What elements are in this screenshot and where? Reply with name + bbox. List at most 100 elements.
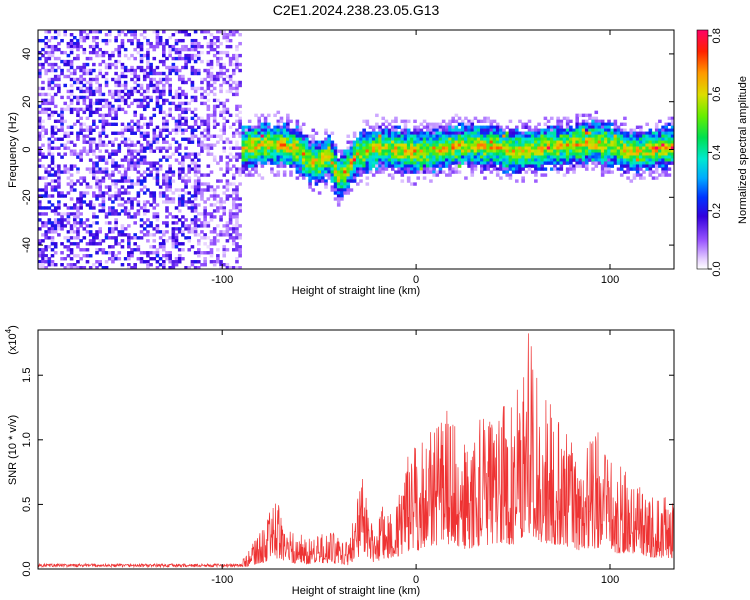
spectrogram-cell <box>181 194 185 198</box>
spectrogram-cell <box>524 152 529 156</box>
spectrogram-cell <box>613 149 618 153</box>
spectrogram-cell <box>117 47 122 52</box>
spectrogram-cell <box>212 191 217 195</box>
spectrogram-cell <box>38 50 42 55</box>
spectrogram-cell <box>212 41 217 46</box>
spectrogram-cell <box>104 38 109 43</box>
spectrogram-cell <box>495 173 500 177</box>
spectrogram-cell <box>177 248 182 252</box>
spectrogram-cell <box>448 164 452 168</box>
spectrogram-cell <box>553 149 557 153</box>
spectrogram-cell <box>38 266 42 270</box>
spectrogram-cell <box>546 149 551 153</box>
spectrogram-cell <box>619 155 624 159</box>
spectrogram-cell <box>359 152 363 156</box>
spectrogram-cell <box>489 119 494 124</box>
spectrogram-cell <box>356 146 360 150</box>
spectrogram-cell <box>635 158 640 162</box>
spectrogram-cell <box>57 170 61 174</box>
spectrogram-cell <box>190 125 195 129</box>
spectrogram-cell <box>47 107 52 112</box>
spectrogram-cell <box>505 158 510 162</box>
spectrogram-cell <box>92 206 96 210</box>
spectrogram-cell <box>111 251 115 255</box>
spectrogram-cell <box>177 161 182 165</box>
spectrogram-cell <box>581 164 586 168</box>
spectrogram-cell <box>171 170 176 174</box>
spectrogram-cell <box>270 143 274 147</box>
spectrogram-cell <box>251 143 255 147</box>
spectrogram-cell <box>120 245 125 249</box>
spectrogram-cell <box>187 152 192 156</box>
spectrogram-cell <box>375 113 379 118</box>
spectrogram-cell <box>489 137 494 141</box>
spectrogram-cell <box>193 122 198 126</box>
spectrogram-cell <box>569 149 573 153</box>
spectrogram-cell <box>308 140 312 144</box>
spectrogram-cell <box>502 152 506 156</box>
spectrogram-cell <box>619 140 624 144</box>
spectrogram-cell <box>47 98 52 103</box>
spectrogram-cell <box>327 173 331 177</box>
spectrogram-cell <box>448 146 452 150</box>
spectrogram-cell <box>92 101 96 106</box>
spectrogram-cell <box>190 95 195 100</box>
spectrogram-cell <box>349 176 354 180</box>
spectrogram-cell <box>282 122 287 126</box>
spectrogram-cell <box>107 152 112 156</box>
spectrogram-cell <box>41 248 45 252</box>
spectrogram-cell <box>228 221 233 225</box>
spectrogram-cell <box>282 149 287 153</box>
spectrogram-cell <box>114 164 118 168</box>
spectrogram-cell <box>327 170 331 174</box>
spectrogram-cell <box>276 158 281 162</box>
spectrogram-cell <box>594 143 599 147</box>
spectrogram-cell <box>276 149 281 153</box>
spectrogram-cell <box>146 200 150 204</box>
spectrogram-cell <box>565 146 570 150</box>
spectrogram-cell <box>117 164 122 168</box>
spectrogram-cell <box>82 146 87 150</box>
spectrogram-cell <box>203 263 207 267</box>
spectrogram-cell <box>534 164 538 168</box>
spectrogram-cell <box>231 146 236 150</box>
spectrogram-cell <box>572 164 576 168</box>
spectrogram-cell <box>400 164 405 168</box>
spectrogram-cell <box>470 152 475 156</box>
spectrogram-cell <box>165 224 169 228</box>
spectrogram-cell <box>241 134 246 138</box>
spectrogram-cell <box>454 131 459 135</box>
spectrogram-cell <box>410 161 414 165</box>
spectrogram-cell <box>416 158 420 162</box>
spectrogram-cell <box>371 134 376 138</box>
spectrogram-cell <box>130 149 134 153</box>
spectrogram-cell <box>327 146 331 150</box>
spectrogram-cell <box>123 158 128 162</box>
spectrogram-cell <box>508 167 513 171</box>
spectrogram-cell <box>155 179 160 183</box>
spectrogram-cell <box>410 137 414 141</box>
spectrogram-cell <box>197 212 201 216</box>
spectrogram-cell <box>162 221 166 225</box>
spectrogram-cell <box>584 122 589 126</box>
spectrogram-cell <box>581 149 586 153</box>
spectrogram-cell <box>231 206 236 210</box>
spectrogram-cell <box>219 41 223 46</box>
spectrogram-cell <box>104 104 109 109</box>
spectrogram-cell <box>282 152 287 156</box>
spectrogram-cell <box>47 230 52 234</box>
spectrogram-cell <box>321 158 325 162</box>
spectrogram-cell <box>60 221 64 225</box>
spectrogram-cell <box>247 134 252 138</box>
spectrogram-cell <box>454 113 459 118</box>
spectrogram-cell <box>127 143 131 147</box>
spectrogram-cell <box>107 140 112 144</box>
spectrogram-cell <box>41 254 45 258</box>
spectrogram-cell <box>235 233 239 237</box>
spectrogram-cell <box>57 194 61 198</box>
spectrogram-cell <box>209 152 214 156</box>
spectrogram-cell <box>317 179 322 183</box>
spectrogram-cell <box>206 221 211 225</box>
spectrogram-cell <box>429 170 433 174</box>
spectrogram-cell <box>53 35 58 40</box>
